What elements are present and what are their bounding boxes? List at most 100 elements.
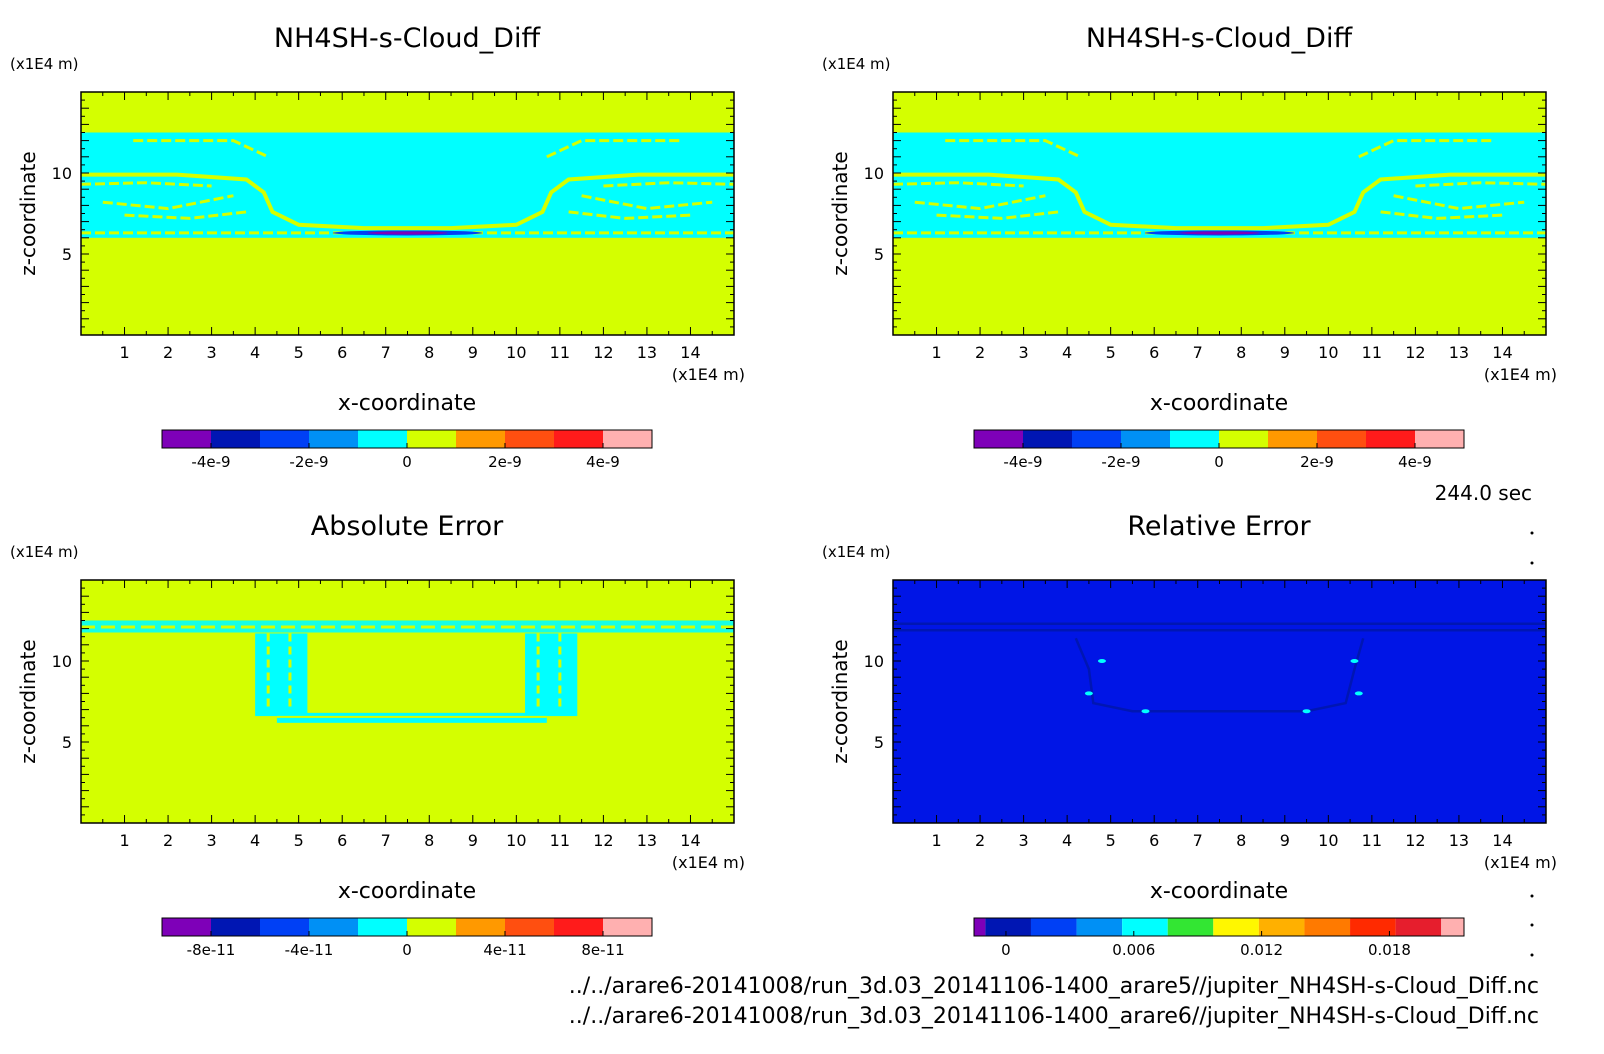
- field-background: [81, 580, 734, 823]
- plot-area: [893, 580, 1546, 823]
- colorbar-segment: [260, 430, 309, 448]
- x-tick-label: 11: [1362, 343, 1382, 362]
- colorbar-segment: [1415, 430, 1464, 448]
- x-tick-label: 14: [680, 343, 700, 362]
- colorbar-segment: [1023, 430, 1072, 448]
- x-tick-label: 7: [1193, 831, 1203, 850]
- contour-line: [1074, 637, 1365, 713]
- x-tick-label: 2: [163, 831, 173, 850]
- x-tick-label: 4: [250, 343, 260, 362]
- x-unit-label: (x1E4 m): [1484, 853, 1557, 872]
- colorbar-segment: [974, 430, 1023, 448]
- colorbar-segment: [1121, 430, 1170, 448]
- colorbar-tick-label: 8e-11: [581, 941, 624, 959]
- x-tick-label: 2: [975, 831, 985, 850]
- colorbar-segment: [1076, 918, 1123, 936]
- x-tick-label: 1: [931, 343, 941, 362]
- error-spot: [1097, 659, 1106, 663]
- colorbar-tick-label: -4e-9: [1003, 453, 1042, 471]
- colorbar-segment: [1350, 918, 1396, 936]
- y-axis-label: z-coordinate: [16, 151, 40, 275]
- x-axis-label: x-coordinate: [1150, 879, 1288, 904]
- colorbar-segment: [554, 430, 603, 448]
- x-tick-label: 10: [506, 343, 526, 362]
- colorbar-tick-label: 4e-11: [483, 941, 526, 959]
- x-tick-label: 5: [1106, 343, 1116, 362]
- colorbar-segment: [505, 430, 554, 448]
- panel-1: 1 2 3 4 5 6 7 8 9 10 11 12 13 14510NH4SH-s-Cloud_Diff…: [10, 23, 745, 471]
- x-tick-label: 5: [294, 343, 304, 362]
- error-column: [525, 633, 578, 717]
- colorbar-tick-label: -4e-11: [285, 941, 334, 959]
- x-tick-label: 10: [1318, 831, 1338, 850]
- contour-line: [133, 139, 269, 159]
- colorbar-segment: [309, 918, 358, 936]
- contour-line: [893, 181, 1024, 188]
- contour-line: [936, 210, 1059, 220]
- colorbar-tick-label: 0.018: [1368, 941, 1411, 959]
- y-tick-label: 10: [52, 652, 72, 671]
- x-tick-label: 13: [1449, 343, 1469, 362]
- panels: 1 2 3 4 5 6 7 8 9 10 11 12 13 14510NH4SH-s-Cloud_Diff…: [10, 23, 1557, 959]
- x-tick-label: 9: [1280, 343, 1290, 362]
- file-path-2: ../../arare6-20141008/run_3d.03_20141106…: [569, 1004, 1539, 1029]
- colorbar-segment: [1072, 430, 1121, 448]
- x-tick-label: 10: [506, 831, 526, 850]
- x-tick-label: 4: [1062, 831, 1072, 850]
- error-column: [255, 633, 308, 717]
- x-tick-label: 10: [1318, 343, 1338, 362]
- x-tick-label: 13: [637, 831, 657, 850]
- y-tick-label: 10: [864, 164, 884, 183]
- x-tick-label: 11: [550, 343, 570, 362]
- chart-title: Absolute Error: [311, 511, 504, 542]
- colorbar-tick-label: -2e-9: [1101, 453, 1140, 471]
- error-spot: [1084, 691, 1093, 696]
- x-tick-label: 1: [119, 831, 129, 850]
- contour-line: [124, 210, 247, 220]
- colorbar-tick-label: 2e-9: [1300, 453, 1334, 471]
- contour-line: [81, 181, 212, 188]
- stray-dots: [1530, 531, 1534, 957]
- x-unit-label: (x1E4 m): [1484, 365, 1557, 384]
- colorbar-tick-label: 4e-9: [1398, 453, 1432, 471]
- x-tick-label: 6: [1149, 831, 1159, 850]
- error-spot: [1350, 659, 1359, 663]
- x-tick-label: 6: [337, 831, 347, 850]
- field-background: [893, 580, 1546, 823]
- x-tick-label: 14: [1492, 831, 1512, 850]
- contour-line: [914, 194, 1046, 211]
- colorbar-tick-label: 0.006: [1112, 941, 1155, 959]
- colorbar-tick-label: 4e-9: [586, 453, 620, 471]
- colorbar-segment: [1268, 430, 1317, 448]
- negative-peak: [1179, 231, 1260, 235]
- contour-line: [568, 210, 691, 220]
- x-tick-label: 4: [1062, 343, 1072, 362]
- colorbar-segment: [1170, 430, 1219, 448]
- x-tick-label: 2: [975, 343, 985, 362]
- x-tick-label: 9: [1280, 831, 1290, 850]
- error-spot: [1141, 709, 1150, 714]
- contour-line: [81, 172, 734, 231]
- colorbar-segment: [1366, 430, 1415, 448]
- colorbar-segment: [456, 918, 505, 936]
- chart-title: Relative Error: [1127, 511, 1311, 542]
- x-tick-label: 12: [593, 343, 613, 362]
- colorbar-segment: [603, 918, 652, 936]
- x-tick-label: 4: [250, 831, 260, 850]
- x-tick-label: 12: [1405, 343, 1425, 362]
- colorbar-tick-label: 0: [1001, 941, 1011, 959]
- colorbar-segment: [358, 918, 407, 936]
- x-tick-label: 11: [1362, 831, 1382, 850]
- colorbar-segment: [407, 430, 456, 448]
- plot-area: [81, 580, 734, 823]
- colorbar-segment: [211, 918, 260, 936]
- time-label: 244.0 sec: [1435, 481, 1532, 505]
- colorbar-segment: [162, 430, 211, 448]
- x-unit-label: (x1E4 m): [672, 365, 745, 384]
- colorbar-segment: [1258, 918, 1305, 936]
- x-unit-label: (x1E4 m): [672, 853, 745, 872]
- x-tick-label: 7: [1193, 343, 1203, 362]
